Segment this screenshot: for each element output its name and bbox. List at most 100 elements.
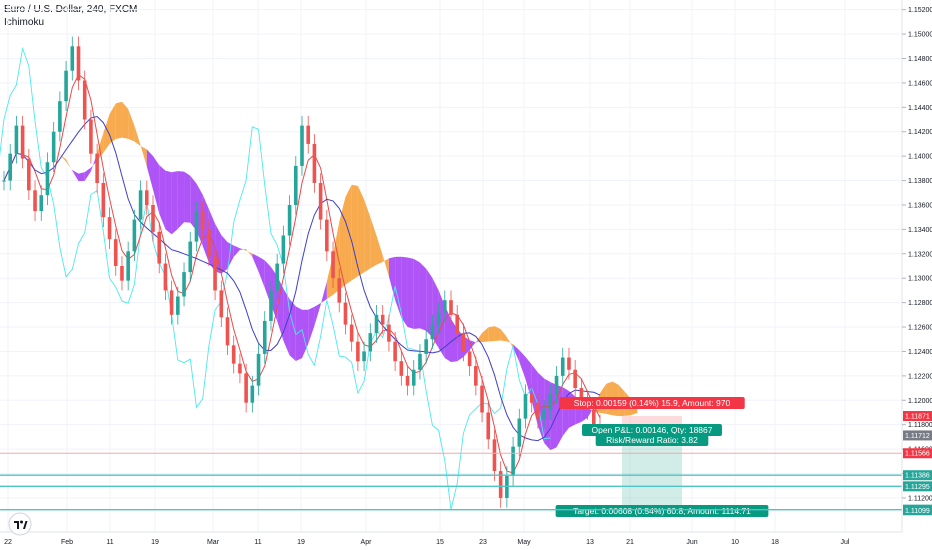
candle-body <box>238 363 242 374</box>
candle-body <box>27 158 31 191</box>
candle-body <box>126 251 130 281</box>
cloud-segment <box>488 326 495 342</box>
target-zone <box>622 435 682 510</box>
time-tick-label: Jul <box>841 539 850 546</box>
candle-body <box>231 345 236 364</box>
candle-body <box>312 143 317 183</box>
cloud-segment <box>494 326 501 342</box>
candle-body <box>169 290 174 315</box>
candle-body <box>343 302 348 325</box>
candle-body <box>306 125 311 144</box>
candle-body <box>269 290 273 321</box>
cloud-segment <box>308 306 315 345</box>
candle-body <box>480 385 484 413</box>
candle-body <box>132 219 137 252</box>
cloud-segment <box>444 305 451 363</box>
price-tick-label: 1.13000 <box>908 276 932 283</box>
kijun-sen-line <box>3 115 601 442</box>
candle-body <box>14 125 19 154</box>
price-tick-label: 1.14600 <box>908 80 932 87</box>
candle-body <box>318 182 323 220</box>
ichimoku-lines <box>0 46 601 510</box>
cloud-segment <box>506 337 514 348</box>
candle-body <box>548 394 553 411</box>
time-tick-label: 15 <box>436 539 444 546</box>
candle-body <box>517 418 522 447</box>
cloud-segment <box>115 101 122 140</box>
target-label-text: Target: 0.00608 (0.54%) 60.8, Amount: 11… <box>573 506 751 516</box>
candle-body <box>362 351 366 362</box>
cloud-segment <box>519 350 526 380</box>
candle-body <box>418 353 422 370</box>
time-tick-label: 11 <box>254 539 261 546</box>
price-tag-text: 1.11295 <box>905 484 930 491</box>
cloud-segment <box>153 155 160 214</box>
cloud-segment <box>233 245 240 257</box>
candle-body <box>560 357 565 376</box>
price-tick-label: 1.14400 <box>908 105 932 112</box>
candle-body <box>486 412 491 440</box>
cloud-segment <box>345 184 352 285</box>
candle-body <box>107 217 112 240</box>
candle-body <box>213 256 217 291</box>
candle-body <box>120 266 124 281</box>
candle-body <box>461 333 466 352</box>
target-label-box <box>555 505 769 517</box>
cloud-segment <box>78 172 85 182</box>
cloud-segment <box>109 103 116 144</box>
price-tag-text: 1.11712 <box>905 433 930 440</box>
cloud-segment <box>388 256 396 300</box>
candle-body <box>529 394 534 403</box>
price-tag <box>903 448 932 459</box>
time-tick-label: 10 <box>731 539 739 546</box>
candle-body <box>45 162 50 196</box>
cloud-segment <box>482 327 489 343</box>
time-tick-label: 18 <box>771 539 779 546</box>
price-tick-label: 1.13800 <box>908 178 932 185</box>
candle-body <box>511 446 515 476</box>
candle-body <box>95 153 99 183</box>
indicator-label: Ichimoku <box>4 17 45 28</box>
price-tag-text: 1.11566 <box>905 451 930 458</box>
candle-body <box>374 314 379 334</box>
candle-body <box>262 320 267 354</box>
cloud-segment <box>568 391 576 428</box>
cloud-segment <box>339 196 346 290</box>
cloud-segment <box>84 167 91 181</box>
stop-label-text: Stop: 0.00159 (0.14%) 15.9, Amount: 970 <box>574 398 731 408</box>
candle-body <box>250 385 255 403</box>
cloud-segment <box>246 249 253 257</box>
candle-body <box>219 290 224 318</box>
candle-body <box>399 361 404 376</box>
candle-body <box>498 471 503 498</box>
price-tag <box>903 430 932 441</box>
cloud-segment <box>469 340 476 350</box>
tenkan-sen-line <box>3 73 601 474</box>
price-axis-bg <box>902 0 932 550</box>
price-labels: 1.118711.117121.115661.113861.112951.111… <box>903 411 932 516</box>
candle-body <box>293 165 298 205</box>
time-tick-label: 22 <box>4 539 12 546</box>
cloud-segment <box>66 159 73 171</box>
cloud-segment <box>314 303 321 326</box>
cloud-segment <box>134 125 141 146</box>
price-tag-text: 1.11099 <box>905 508 930 515</box>
price-tick-label: 1.15000 <box>908 32 932 39</box>
cloud-segment <box>146 149 153 190</box>
time-axis: 22 Feb 11 19 Mar 11 19 Apr 15 23 May 13 21 Jun 10 18 Jul <box>0 531 902 546</box>
cloud-segment <box>413 258 420 329</box>
time-tick-label: Apr <box>361 539 373 546</box>
candle-body <box>58 101 62 132</box>
candle-body <box>51 131 56 163</box>
price-tag <box>903 481 932 492</box>
cloud-segment <box>159 165 166 230</box>
candle-body <box>436 312 441 325</box>
cloud-segment <box>258 256 265 288</box>
candle-body <box>163 263 168 291</box>
time-tick-label: Mar <box>207 539 220 546</box>
cloud-segment <box>419 262 427 331</box>
candle-body <box>573 369 577 389</box>
candle-body <box>542 410 546 419</box>
candle-body <box>2 180 6 182</box>
